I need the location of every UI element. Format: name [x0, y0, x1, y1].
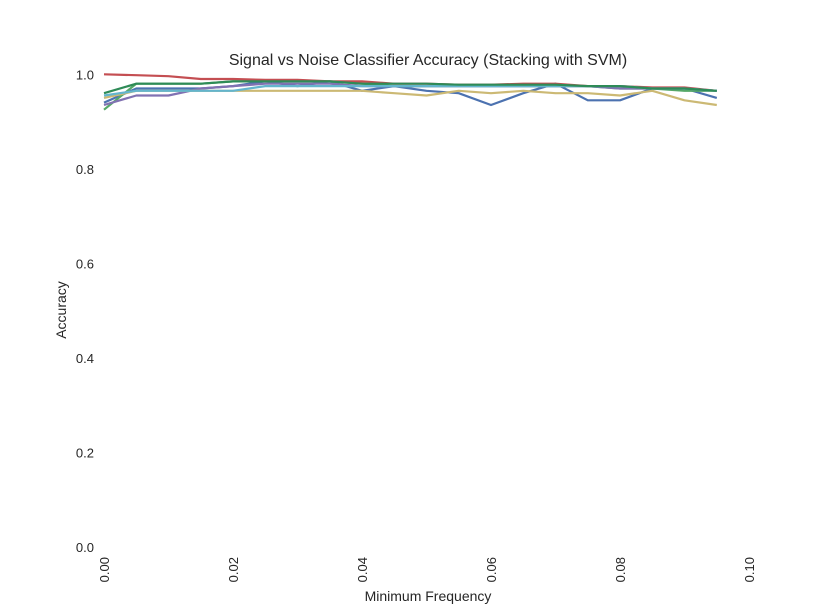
x-tick-label: 0.00 [97, 557, 112, 582]
y-tick-label: 0.0 [76, 540, 94, 555]
y-tick-label: 0.2 [76, 445, 94, 460]
series-lines [103, 73, 718, 111]
x-tick-label: 0.10 [742, 557, 757, 582]
y-tick-label: 1.0 [76, 67, 94, 82]
x-tick-label: 0.08 [613, 557, 628, 582]
x-tick-label: 0.06 [484, 557, 499, 582]
y-tick-label: 0.6 [76, 256, 94, 271]
x-axis-label: Minimum Frequency [365, 588, 492, 604]
x-tick-label: 0.04 [355, 557, 370, 582]
series-line-7 [103, 80, 717, 95]
chart-title: Signal vs Noise Classifier Accuracy (Sta… [229, 52, 627, 69]
y-tick-labels: 0.0 0.2 0.4 0.6 0.8 1.0 [76, 67, 94, 555]
y-tick-label: 0.4 [76, 351, 94, 366]
x-tick-labels: 0.00 0.02 0.04 0.06 0.08 0.10 [97, 557, 757, 582]
y-axis-label: Accuracy [53, 281, 69, 339]
y-tick-label: 0.8 [76, 162, 94, 177]
x-tick-label: 0.02 [226, 557, 241, 582]
